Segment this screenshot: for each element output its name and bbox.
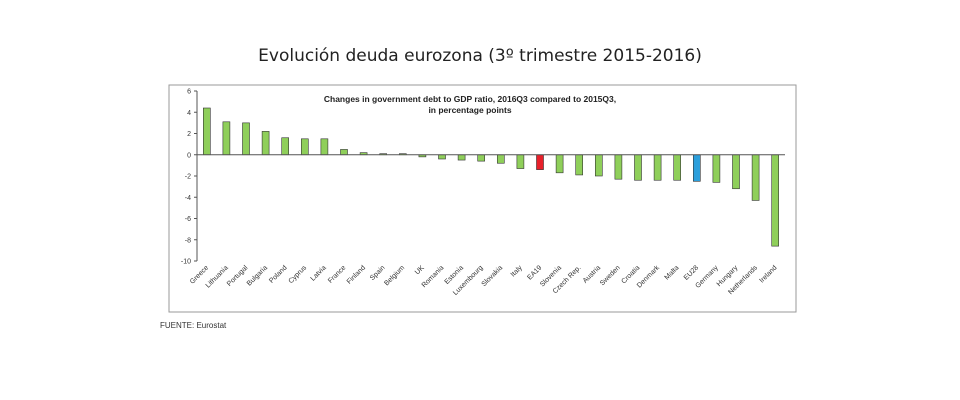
bar <box>496 154 505 164</box>
bar <box>477 154 486 162</box>
bar <box>751 154 760 201</box>
bar <box>203 107 211 156</box>
y-tick-label: 6 <box>187 89 191 96</box>
y-tick-label: -4 <box>185 195 191 202</box>
bar <box>771 154 780 247</box>
chart-subtitle: in percentage points <box>428 105 511 115</box>
bar <box>673 154 682 181</box>
bar <box>536 154 544 170</box>
bar <box>300 138 309 156</box>
bar <box>614 154 623 180</box>
bar <box>281 137 290 156</box>
bar <box>594 154 603 177</box>
page-title: Evolución deuda eurozona (3º trimestre 2… <box>258 46 702 66</box>
y-tick-label: 2 <box>187 131 191 138</box>
bar <box>222 121 231 156</box>
source-note: FUENTE: Eurostat <box>160 321 227 330</box>
bar <box>457 154 466 161</box>
chart-title: Changes in government debt to GDP ratio,… <box>324 94 616 104</box>
y-axis-ticks: 6 4 2 0 -2 -4 -6 -8 -10 <box>181 89 197 266</box>
y-tick-label: -6 <box>185 216 191 223</box>
bar <box>634 154 642 181</box>
y-tick-label: -2 <box>185 174 191 181</box>
bar <box>261 131 270 156</box>
y-tick-label: 0 <box>187 152 191 159</box>
bar <box>555 154 564 174</box>
bar <box>575 154 584 176</box>
bar <box>712 154 721 183</box>
bar <box>732 154 740 190</box>
bar <box>516 154 525 169</box>
bar <box>653 154 662 181</box>
bar <box>438 154 446 160</box>
bar <box>692 154 701 182</box>
bar <box>242 122 250 156</box>
bar <box>320 138 329 156</box>
y-tick-label: -8 <box>185 237 191 244</box>
chart-frame <box>168 84 797 313</box>
bar <box>340 149 348 156</box>
y-tick-label: 4 <box>187 110 191 117</box>
y-tick-label: -10 <box>181 259 191 266</box>
